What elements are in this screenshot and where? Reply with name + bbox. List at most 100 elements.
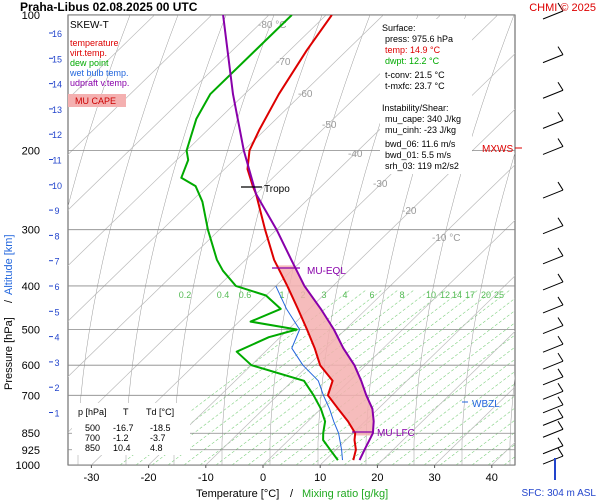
isotherm-label: -80 °C bbox=[258, 20, 286, 31]
mixing-ratio-line bbox=[279, 289, 511, 465]
surface-dwpt: dwpt: 12.2 °C bbox=[385, 56, 440, 66]
wind-barb-staff bbox=[542, 189, 564, 199]
mixing-ratio-line bbox=[183, 289, 415, 465]
temperature-tick-label: 0 bbox=[260, 472, 266, 484]
wind-barb-staff bbox=[542, 325, 564, 335]
isotherm-line bbox=[68, 15, 441, 378]
wind-barb-flag bbox=[557, 420, 564, 430]
pressure-tick-label: 400 bbox=[22, 281, 40, 293]
dry-adiabat bbox=[77, 15, 179, 465]
legend-dew-point: dew point bbox=[70, 58, 109, 68]
table-row-td: -18.5 bbox=[150, 423, 171, 433]
surface-press: press: 975.6 hPa bbox=[385, 34, 453, 44]
mu-cinh-value: mu_cinh: -23 J/kg bbox=[385, 125, 456, 135]
isotherm-line bbox=[377, 330, 515, 465]
mxws-label: MXWS bbox=[482, 144, 513, 155]
mixing-ratio-label: 3 bbox=[321, 290, 326, 300]
wind-barb-flag bbox=[557, 437, 564, 447]
pressure-tick-label: 100 bbox=[22, 10, 40, 22]
dry-adiabat bbox=[413, 15, 515, 465]
legend-updraft: udpraft v.temp. bbox=[70, 78, 129, 88]
wind-barb-flag bbox=[557, 317, 564, 326]
wind-barb-staff bbox=[542, 404, 564, 414]
altitude-tick-label: 7 bbox=[54, 257, 59, 267]
mixing-ratio-label: 6 bbox=[369, 290, 374, 300]
altitude-tick-label: 10 bbox=[52, 181, 62, 191]
wind-barb-flag bbox=[557, 447, 564, 457]
dry-adiabat bbox=[125, 15, 227, 465]
info-panel: Surface: press: 975.6 hPa temp: 14.9 °C … bbox=[380, 19, 472, 174]
dewpoint-line bbox=[180, 15, 339, 461]
mixing-ratio-line bbox=[247, 289, 479, 465]
altitude-tick-label: 1 bbox=[54, 409, 59, 419]
mu-cape-value: mu_cape: 340 J/kg bbox=[385, 114, 461, 124]
isotherm-label: -10 °C bbox=[432, 233, 460, 244]
info-panel-bg bbox=[380, 19, 472, 174]
altitude-tick-label: 15 bbox=[52, 54, 62, 64]
table-row-p: 850 bbox=[85, 443, 100, 453]
pressure-tick-label: 700 bbox=[22, 390, 40, 402]
wind-barb-staff bbox=[542, 428, 564, 438]
temperature-tick-label: 10 bbox=[314, 472, 326, 484]
legend-wet-bulb: wet bulb temp. bbox=[69, 68, 129, 78]
wind-barb-flag bbox=[557, 112, 564, 121]
isotherm-line bbox=[68, 15, 270, 211]
isotherm-line bbox=[91, 53, 515, 465]
temperature-tick-label: 40 bbox=[486, 472, 498, 484]
wind-barb-staff bbox=[542, 54, 564, 64]
table-header-p: p [hPa] bbox=[78, 407, 107, 417]
mixing-ratio-line bbox=[215, 289, 447, 465]
dry-adiabat bbox=[173, 15, 275, 465]
mixing-ratio-line bbox=[151, 289, 383, 465]
y-axis-label-sep: / bbox=[3, 299, 15, 303]
wind-barb-staff bbox=[542, 225, 564, 235]
srh-03-value: srh_03: 119 m2/s2 bbox=[385, 161, 459, 171]
altitude-tick-label: 12 bbox=[52, 130, 62, 140]
altitude-tick-label: 4 bbox=[54, 333, 59, 343]
wind-barb-flag bbox=[557, 181, 564, 191]
isotherm-line bbox=[148, 108, 515, 465]
dry-adiabat bbox=[509, 374, 515, 465]
isotherm-line bbox=[205, 164, 515, 465]
dry-adiabat bbox=[68, 15, 131, 208]
altitude-tick-label: 11 bbox=[52, 156, 61, 166]
sfc-label: SFC: 304 m ASL bbox=[522, 488, 597, 499]
wetbulb-line bbox=[275, 285, 343, 461]
temperature-tick-label: 30 bbox=[428, 472, 440, 484]
table-row-td: -3.7 bbox=[150, 433, 166, 443]
mixing-ratio-label: 20 bbox=[481, 290, 491, 300]
mixing-ratio-line bbox=[311, 310, 515, 465]
wind-barb-flag bbox=[557, 368, 564, 378]
isotherm-label: -20 bbox=[402, 206, 417, 217]
wind-barb-flag bbox=[557, 335, 564, 345]
mixing-ratio-line bbox=[263, 289, 495, 465]
mixing-ratio-label: 12 bbox=[440, 290, 450, 300]
wind-barb-staff bbox=[542, 390, 564, 400]
altitude-tick-label: 2 bbox=[54, 383, 59, 393]
temperature-line bbox=[246, 15, 357, 461]
wind-barb-staff bbox=[542, 145, 564, 155]
altitude-tick-label: 9 bbox=[54, 206, 59, 216]
mixing-ratio-label: 10 bbox=[426, 290, 436, 300]
cape-legend-box bbox=[68, 94, 126, 107]
surface-temp: temp: 14.9 °C bbox=[385, 45, 441, 55]
pressure-tick-label: 500 bbox=[22, 325, 40, 337]
legend-temperature: temperature bbox=[70, 38, 119, 48]
altitude-tick-label: 16 bbox=[52, 29, 62, 39]
levels-table: p [hPa] T Td [°C] 500 -16.7 -18.5 700 -1… bbox=[72, 403, 190, 455]
dry-adiabat bbox=[461, 151, 515, 465]
chart-title: Praha-Libus 02.08.2025 00 UTC bbox=[20, 0, 198, 14]
wind-barb-flag bbox=[557, 409, 564, 418]
x-axis-label-mix: Mixing ratio [g/kg] bbox=[302, 488, 388, 500]
mixing-ratio-line bbox=[231, 289, 463, 465]
table-row-t: -16.7 bbox=[113, 423, 134, 433]
x-axis-label-temp: Temperature [°C] bbox=[196, 488, 279, 500]
wind-barb-staff bbox=[542, 304, 564, 314]
wind-barb-staff bbox=[542, 416, 564, 426]
legend-title: SKEW-T bbox=[70, 20, 109, 31]
levels-table-bg bbox=[72, 403, 190, 455]
dry-adiabat bbox=[558, 15, 600, 465]
isotherm-label: -60 bbox=[298, 89, 313, 100]
